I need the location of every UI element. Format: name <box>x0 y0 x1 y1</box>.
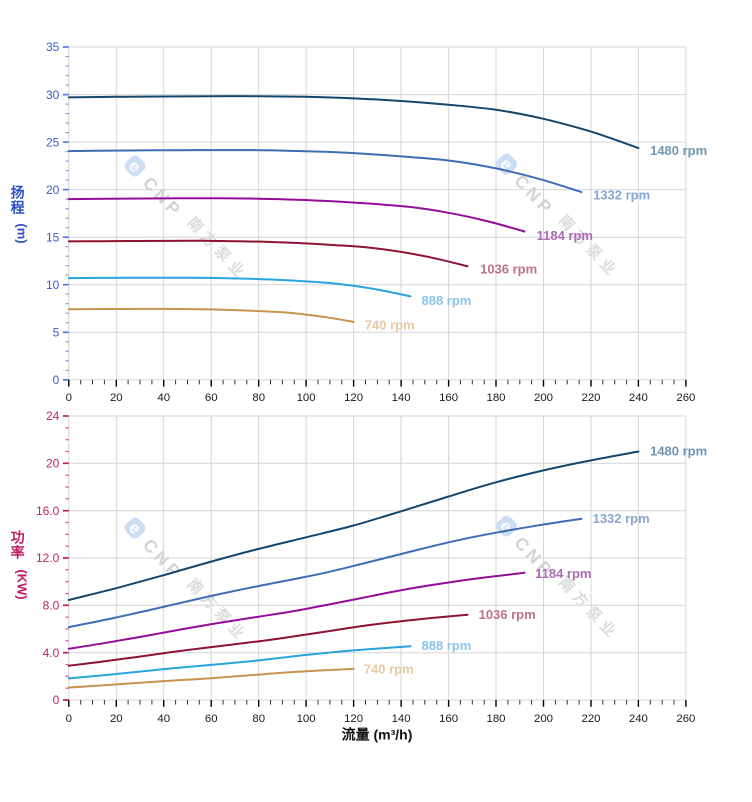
svg-text:220: 220 <box>581 392 600 404</box>
svg-text:南方泵业: 南方泵业 <box>184 575 252 646</box>
svg-text:8.0: 8.0 <box>43 599 60 613</box>
svg-text:南方泵业: 南方泵业 <box>555 573 623 644</box>
svg-text:CNP: CNP <box>139 535 187 584</box>
svg-text:南方泵业: 南方泵业 <box>184 213 252 284</box>
svg-text:15: 15 <box>46 230 60 244</box>
svg-text:740 rpm: 740 rpm <box>365 318 415 333</box>
svg-text:24: 24 <box>46 409 60 423</box>
svg-text:20: 20 <box>110 392 123 404</box>
svg-text:100: 100 <box>297 713 316 725</box>
svg-text:1332 rpm: 1332 rpm <box>593 188 650 203</box>
svg-text:0: 0 <box>53 693 60 707</box>
svg-text:0: 0 <box>53 373 60 387</box>
svg-text:功: 功 <box>11 530 25 546</box>
svg-text:240: 240 <box>629 713 648 725</box>
svg-text:1332 rpm: 1332 rpm <box>593 511 650 526</box>
svg-text:200: 200 <box>534 713 553 725</box>
svg-text:120: 120 <box>344 713 363 725</box>
svg-text:5: 5 <box>53 326 60 340</box>
svg-text:(m): (m) <box>15 223 30 243</box>
svg-text:740 rpm: 740 rpm <box>364 662 414 677</box>
svg-text:240: 240 <box>629 392 648 404</box>
svg-text:10: 10 <box>46 278 60 292</box>
svg-text:160: 160 <box>439 392 458 404</box>
svg-text:1036 rpm: 1036 rpm <box>480 262 537 277</box>
svg-text:888 rpm: 888 rpm <box>422 293 472 308</box>
svg-text:888 rpm: 888 rpm <box>422 638 472 653</box>
svg-text:1184 rpm: 1184 rpm <box>535 566 591 581</box>
svg-text:220: 220 <box>581 713 600 725</box>
svg-text:程: 程 <box>11 200 25 216</box>
svg-text:100: 100 <box>297 392 316 404</box>
svg-text:20: 20 <box>110 713 123 725</box>
svg-text:12.0: 12.0 <box>36 551 60 565</box>
svg-text:率: 率 <box>11 545 25 561</box>
svg-text:1480 rpm: 1480 rpm <box>650 143 707 158</box>
svg-text:流量 (m³/h): 流量 (m³/h) <box>342 727 413 743</box>
svg-text:(KW): (KW) <box>15 569 30 599</box>
svg-text:1480 rpm: 1480 rpm <box>650 444 707 459</box>
svg-text:20: 20 <box>46 183 60 197</box>
svg-text:0: 0 <box>66 392 72 404</box>
svg-text:1184 rpm: 1184 rpm <box>537 228 593 243</box>
svg-text:南方泵业: 南方泵业 <box>555 211 623 282</box>
svg-text:140: 140 <box>392 392 411 404</box>
svg-text:40: 40 <box>157 392 170 404</box>
svg-text:120: 120 <box>344 392 363 404</box>
svg-text:20: 20 <box>46 457 60 471</box>
svg-text:25: 25 <box>46 135 60 149</box>
svg-text:40: 40 <box>157 713 170 725</box>
svg-text:16.0: 16.0 <box>36 504 60 518</box>
svg-text:0: 0 <box>66 713 72 725</box>
svg-text:80: 80 <box>252 392 265 404</box>
svg-text:260: 260 <box>676 713 695 725</box>
svg-text:160: 160 <box>439 713 458 725</box>
svg-text:扬: 扬 <box>11 185 25 201</box>
svg-text:80: 80 <box>252 713 265 725</box>
svg-text:35: 35 <box>46 40 60 54</box>
svg-text:260: 260 <box>676 392 695 404</box>
svg-text:4.0: 4.0 <box>43 646 60 660</box>
svg-text:200: 200 <box>534 392 553 404</box>
svg-text:60: 60 <box>205 392 218 404</box>
svg-text:180: 180 <box>486 713 505 725</box>
svg-text:30: 30 <box>46 88 60 102</box>
svg-text:180: 180 <box>486 392 505 404</box>
svg-text:140: 140 <box>392 713 411 725</box>
svg-text:1036 rpm: 1036 rpm <box>479 607 536 622</box>
svg-text:60: 60 <box>205 713 218 725</box>
